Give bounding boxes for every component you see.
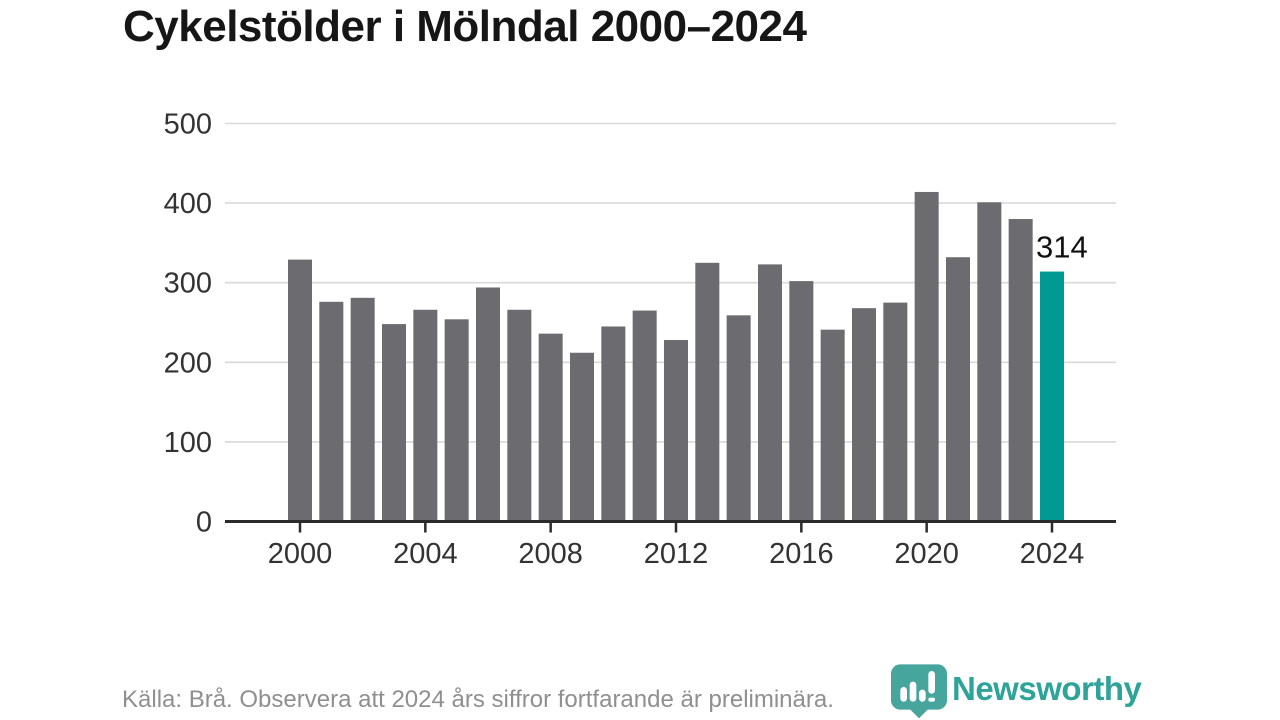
icon-bar-3 [919,689,926,702]
bar-2022 [977,202,1002,522]
bar-2005 [444,319,469,522]
bar-2019 [883,302,908,522]
y-tick-label-100: 100 [164,427,212,459]
bar-2001 [319,301,344,522]
bar-2010 [601,326,626,522]
bar-2003 [381,324,406,522]
source-note: Källa: Brå. Observera att 2024 års siffr… [122,686,834,713]
x-tick-label-2000: 2000 [268,538,333,570]
bar-2021 [945,257,970,522]
bar-2004 [413,309,438,522]
newsworthy-logo-text: Newsworthy [952,670,1142,707]
bar-2012 [663,340,688,522]
value-label-2024: 314 [1036,230,1088,265]
bar-2000 [288,259,312,522]
bar-2008 [538,333,563,522]
x-tick-label-2004: 2004 [393,538,458,570]
x-tick-label-2024: 2024 [1020,538,1085,570]
bar-2020 [914,191,939,522]
icon-bar-2 [909,681,917,702]
y-tick-label-0: 0 [196,507,212,539]
bar-chart-pin-icon [891,664,947,718]
y-tick-label-400: 400 [164,188,212,220]
bar-2007 [507,309,532,522]
bar-2017 [820,329,845,522]
bar-2014 [726,315,751,522]
bar-2009 [569,352,594,522]
newsworthy-logo: Newsworthy [891,664,1142,718]
pin-shape [891,664,947,718]
x-tick-label-2012: 2012 [644,538,709,570]
bar-2018 [851,308,876,522]
y-tick-label-200: 200 [164,347,212,379]
icon-bar-1 [900,687,907,702]
bar-2016 [789,281,814,522]
bar-2002 [350,297,375,522]
x-tick-label-2016: 2016 [769,538,834,570]
bar-2015 [757,264,782,522]
x-tick-label-2008: 2008 [518,538,583,570]
bar-2006 [475,287,500,522]
y-tick-label-500: 500 [164,109,212,141]
y-tick-label-300: 300 [164,268,212,300]
icon-bar-4 [928,671,935,694]
x-tick-label-2020: 2020 [894,538,959,570]
icon-bar-4-dot [928,697,935,702]
bar-2024 [1039,271,1064,522]
bar-2013 [695,262,720,522]
bar-2011 [632,310,657,522]
chart-title: Cykelstölder i Mölndal 2000–2024 [123,2,807,51]
bar-2023 [1008,219,1033,522]
